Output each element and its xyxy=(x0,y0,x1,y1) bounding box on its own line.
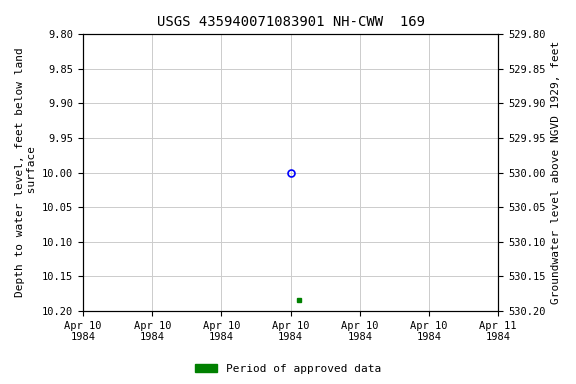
Y-axis label: Depth to water level, feet below land
 surface: Depth to water level, feet below land su… xyxy=(15,48,37,298)
Legend: Period of approved data: Period of approved data xyxy=(191,359,385,379)
Y-axis label: Groundwater level above NGVD 1929, feet: Groundwater level above NGVD 1929, feet xyxy=(551,41,561,304)
Title: USGS 435940071083901 NH-CWW  169: USGS 435940071083901 NH-CWW 169 xyxy=(157,15,425,29)
